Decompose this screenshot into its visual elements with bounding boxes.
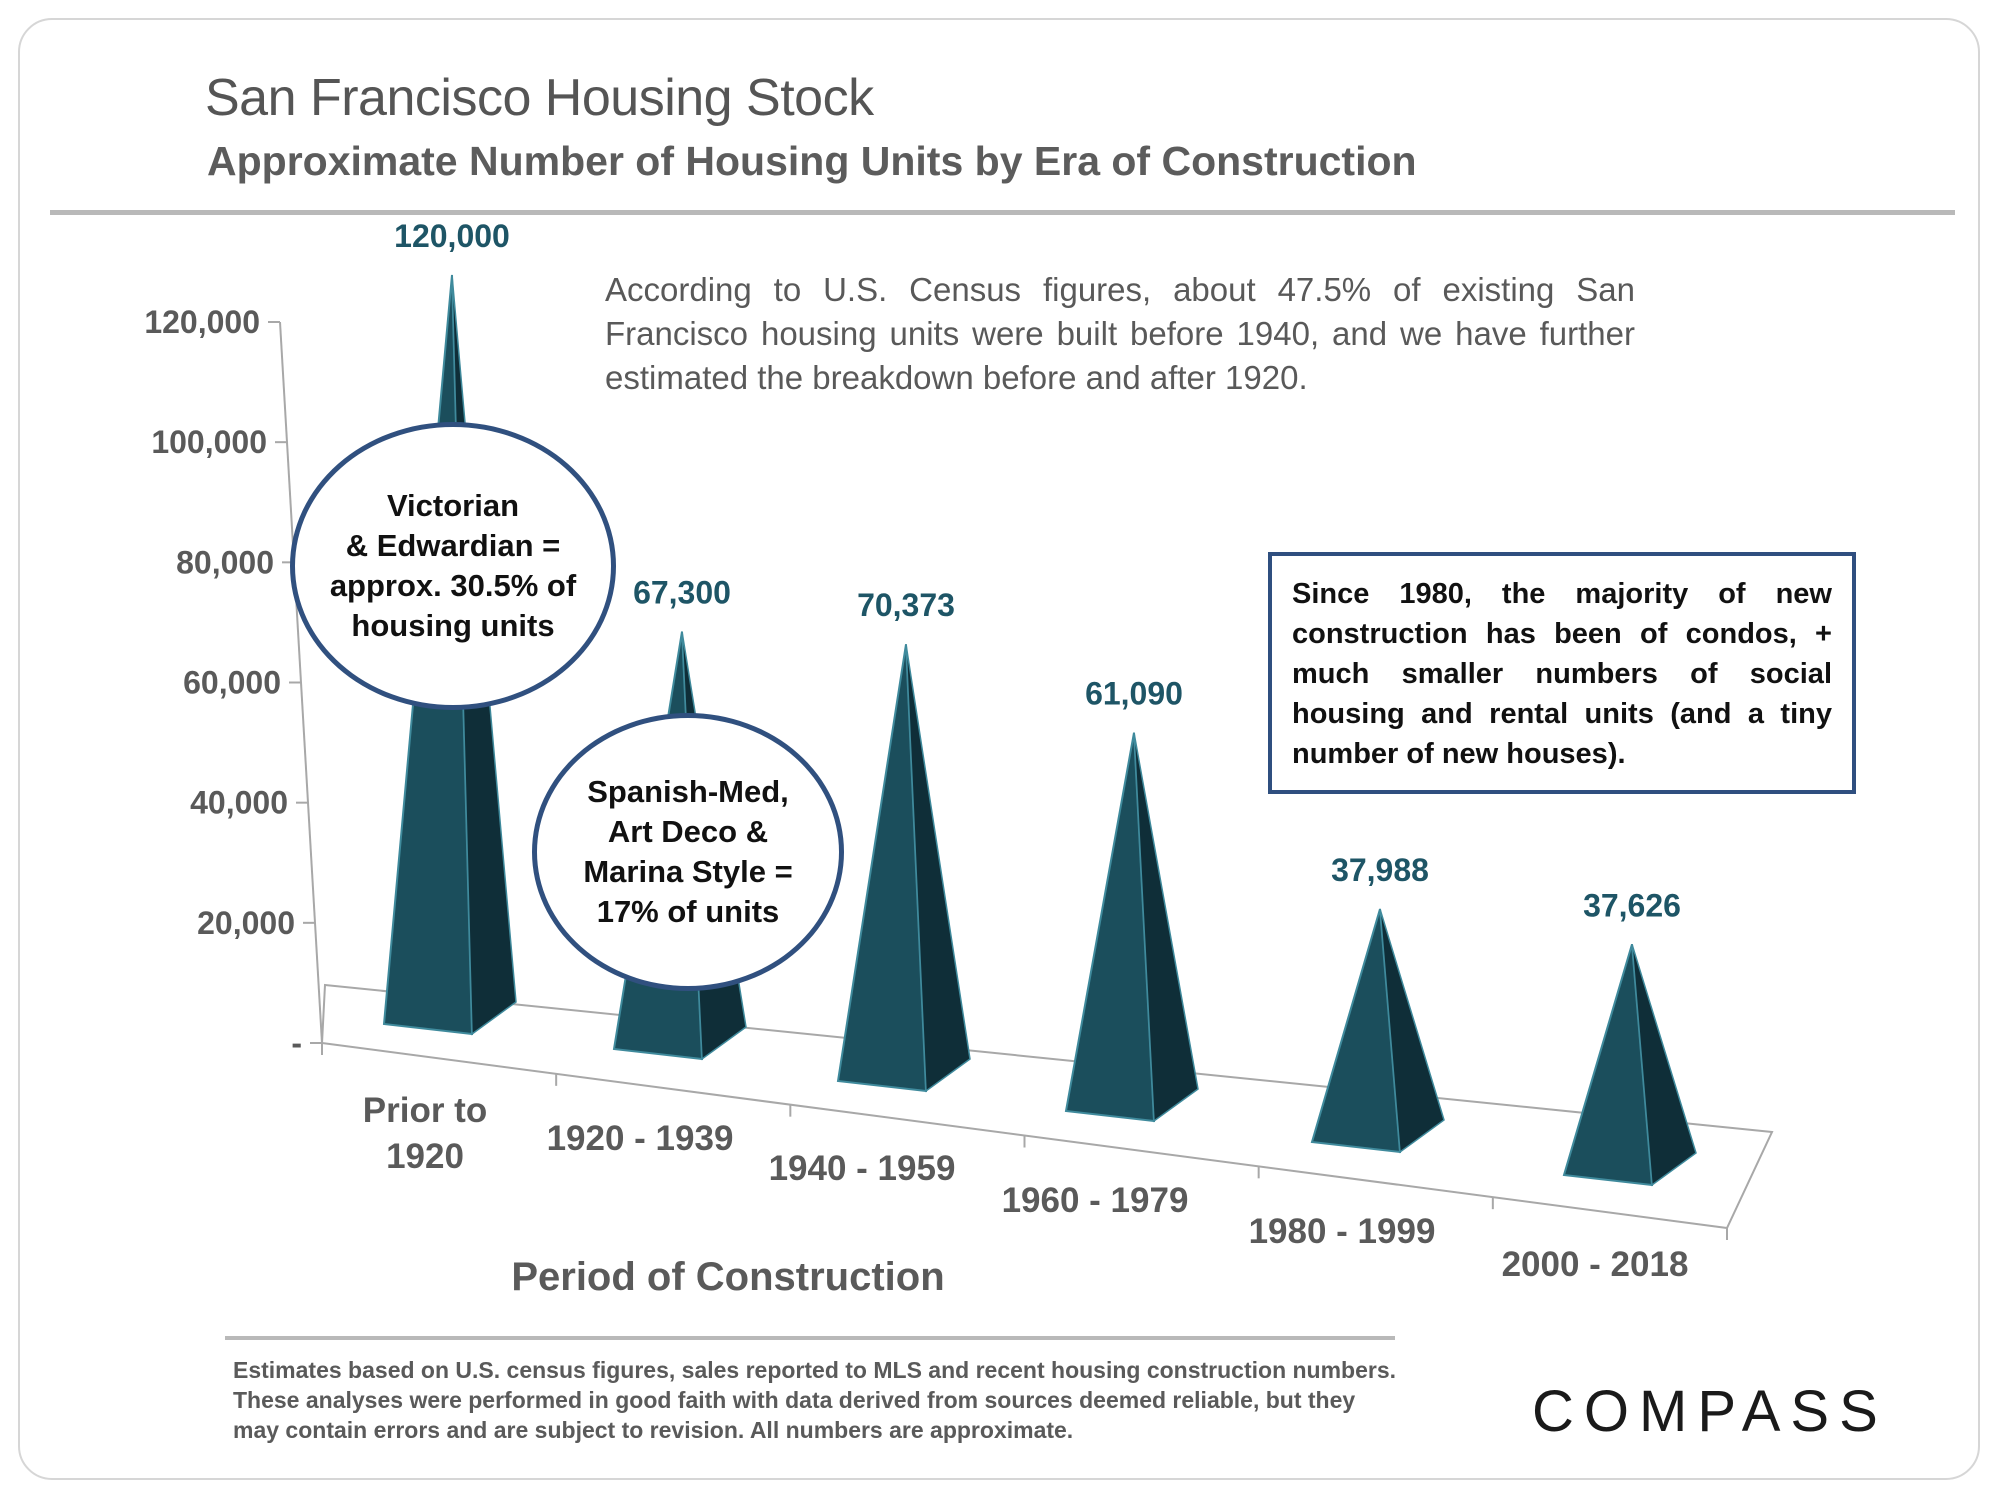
y-tick-label: 80,000 xyxy=(176,544,274,580)
value-label: 67,300 xyxy=(633,575,731,611)
pyramid-bar xyxy=(1064,732,1199,1123)
value-label: 37,626 xyxy=(1583,887,1681,923)
spanish-callout-bubble: Spanish-Med, Art Deco & Marina Style = 1… xyxy=(532,713,844,991)
bubble-line: Spanish-Med, xyxy=(587,774,789,809)
bubble-line: Victorian xyxy=(386,488,520,523)
compass-logo: COMPASS xyxy=(1532,1379,1888,1444)
footnote: Estimates based on U.S. census figures, … xyxy=(233,1357,1397,1443)
x-tick-label: 1980 - 1999 xyxy=(1249,1212,1436,1251)
value-label: 61,090 xyxy=(1085,676,1183,712)
bubble-line: 17% of units xyxy=(596,894,780,929)
bubble-line: housing units xyxy=(351,608,555,643)
x-tick-label: 1940 - 1959 xyxy=(769,1149,956,1188)
x-tick-label: 1960 - 1979 xyxy=(1002,1181,1189,1220)
value-label: 70,373 xyxy=(857,587,955,623)
x-axis-title: Period of Construction xyxy=(511,1255,944,1299)
x-tick-label: Prior to xyxy=(363,1091,487,1130)
pyramid-side-face xyxy=(1133,732,1199,1123)
page-subtitle: Approximate Number of Housing Units by E… xyxy=(207,138,1417,184)
y-tick-label: 20,000 xyxy=(197,905,295,941)
y-tick-label: 120,000 xyxy=(144,304,260,340)
value-label: 37,988 xyxy=(1331,852,1429,888)
bubble-line: & Edwardian = xyxy=(345,528,561,563)
x-tick-label: 2000 - 2018 xyxy=(1502,1245,1689,1284)
pyramid-bar xyxy=(1310,908,1445,1154)
victorian-callout-bubble: Victorian & Edwardian = approx. 30.5% of… xyxy=(290,422,616,710)
page-title: San Francisco Housing Stock xyxy=(205,69,874,127)
footer-divider xyxy=(225,1336,1395,1340)
x-tick-label: 1920 xyxy=(386,1137,464,1176)
y-tick-label: - xyxy=(291,1025,302,1061)
bubble-line: Art Deco & xyxy=(607,814,769,849)
pyramid-side-face xyxy=(1631,944,1697,1187)
pyramid-bar xyxy=(1562,943,1697,1187)
value-label: 120,000 xyxy=(394,218,510,254)
bubble-line: Marina Style = xyxy=(583,854,793,889)
condo-callout-box: Since 1980, the majority of new construc… xyxy=(1268,552,1856,794)
y-tick-label: 40,000 xyxy=(190,785,288,821)
y-tick-label: 60,000 xyxy=(183,665,281,701)
bubble-line: approx. 30.5% of xyxy=(329,568,577,603)
intro-annotation: According to U.S. Census figures, about … xyxy=(605,271,1635,396)
x-tick-label: 1920 - 1939 xyxy=(547,1119,734,1158)
pyramid-bar xyxy=(836,644,971,1093)
chart-axes xyxy=(268,321,1774,1240)
header-divider xyxy=(50,210,1955,215)
y-tick-label: 100,000 xyxy=(151,424,267,460)
pyramid-side-face xyxy=(905,644,971,1093)
chart-labels: - 20,000 40,000 60,000 80,000 100,000 120,000 1… xyxy=(144,218,1688,1299)
pyramid-side-face xyxy=(1379,908,1445,1154)
